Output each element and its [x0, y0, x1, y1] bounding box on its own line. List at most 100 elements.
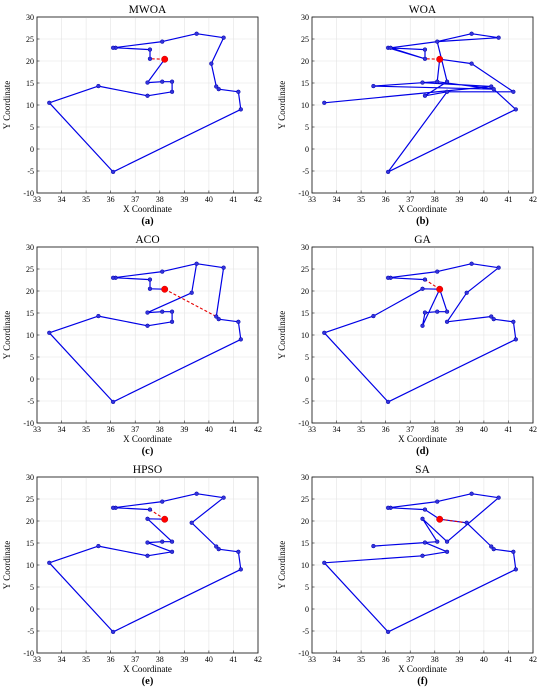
city-point	[469, 31, 474, 36]
x-tick-label: 40	[480, 195, 488, 204]
x-tick-label: 34	[333, 195, 341, 204]
start-point	[436, 515, 444, 523]
y-tick-label: 0	[305, 145, 309, 154]
panel-label: (c)	[142, 446, 154, 457]
x-tick-label: 42	[254, 655, 262, 664]
x-tick-label: 35	[82, 425, 90, 434]
chart-panel-sa: 33 34 35 36 37 38 39 40 41 42 -10 -5 0 5 10 15 20 25 30 SA X…	[275, 460, 550, 690]
city-point	[169, 539, 175, 544]
city-point	[422, 310, 428, 315]
x-tick-label: 34	[58, 425, 66, 434]
city-point	[511, 549, 516, 554]
city-point	[489, 84, 494, 89]
x-tick-label: 36	[107, 425, 115, 434]
chart-svg: 33 34 35 36 37 38 39 40 41 42 -10 -5 0 5 10 15 20 25 30 WOA…	[277, 4, 537, 227]
x-tick-label: 38	[156, 425, 164, 434]
y-tick-label: 15	[301, 79, 309, 88]
panel-label: (d)	[416, 446, 429, 457]
chart-panel-ga: 33 34 35 36 37 38 39 40 41 42 -10 -5 0 5 10 15 20 25 30 GA X…	[275, 230, 550, 460]
chart-svg: 33 34 35 36 37 38 39 40 41 42 -10 -5 0 5 10 15 20 25 30 GA X…	[277, 234, 537, 457]
city-point	[371, 543, 376, 549]
x-tick-label: 36	[382, 655, 390, 664]
city-point	[238, 107, 243, 112]
chart-title: MWOA	[129, 4, 167, 16]
y-tick-label: 5	[30, 123, 34, 132]
city-point	[435, 539, 440, 544]
y-axis-label: Y Coordinate	[2, 541, 12, 589]
x-tick-label: 40	[480, 425, 488, 434]
x-tick-label: 35	[357, 425, 365, 434]
city-point	[214, 544, 219, 549]
city-point	[147, 507, 153, 512]
city-point	[145, 80, 150, 85]
city-point	[435, 79, 440, 84]
city-point	[96, 543, 101, 549]
y-tick-label: 0	[305, 605, 309, 614]
city-point	[169, 549, 175, 554]
y-tick-label: 15	[26, 309, 34, 318]
y-axis-label: Y Coordinate	[277, 81, 287, 129]
city-point	[489, 544, 494, 549]
x-tick-label: 33	[308, 195, 316, 204]
city-point	[110, 45, 116, 50]
city-point	[444, 309, 450, 314]
city-point	[422, 56, 428, 61]
city-point	[420, 516, 425, 521]
city-point	[238, 567, 243, 572]
x-tick-label: 41	[504, 655, 512, 664]
city-point	[385, 169, 391, 175]
x-tick-label: 37	[406, 655, 414, 664]
y-tick-label: 30	[26, 473, 34, 482]
y-tick-label: -5	[302, 167, 309, 176]
city-point	[469, 491, 474, 496]
city-point	[464, 290, 469, 295]
city-point	[145, 516, 150, 521]
chart-panel-hpso: 33 34 35 36 37 38 39 40 41 42 -10 -5 0 5 10 15 20 25 30 HPS…	[0, 460, 275, 690]
y-tick-label: 5	[30, 353, 34, 362]
x-tick-label: 38	[156, 195, 164, 204]
city-point	[214, 314, 219, 319]
x-tick-label: 35	[357, 655, 365, 664]
y-tick-label: -10	[298, 649, 309, 658]
chart-svg: 33 34 35 36 37 38 39 40 41 42 -10 -5 0 5 10 15 20 25 30 ACO…	[2, 234, 262, 457]
chart-title: GA	[414, 234, 431, 246]
city-point	[422, 507, 428, 512]
x-tick-label: 33	[33, 425, 41, 434]
city-point	[513, 337, 518, 342]
y-tick-label: 30	[301, 243, 309, 252]
city-point	[145, 93, 150, 98]
city-point	[160, 79, 165, 84]
city-point	[221, 265, 226, 270]
city-point	[491, 547, 496, 552]
x-tick-label: 38	[431, 195, 439, 204]
city-point	[169, 79, 175, 84]
city-point	[435, 309, 440, 314]
y-tick-label: 5	[305, 123, 309, 132]
y-tick-label: 20	[26, 57, 34, 66]
city-point	[110, 505, 116, 510]
y-tick-label: -5	[27, 627, 34, 636]
chart-svg: 33 34 35 36 37 38 39 40 41 42 -10 -5 0 5 10 15 20 25 30 HPS…	[2, 464, 262, 687]
city-point	[489, 314, 494, 319]
x-tick-label: 33	[33, 195, 41, 204]
city-point	[160, 499, 165, 504]
y-tick-label: 5	[305, 353, 309, 362]
city-point	[420, 286, 425, 291]
city-point	[422, 277, 428, 282]
x-tick-label: 36	[107, 195, 115, 204]
city-point	[145, 310, 150, 315]
city-point	[147, 47, 153, 52]
city-point	[216, 87, 221, 92]
city-point	[469, 261, 474, 266]
y-tick-label: -5	[27, 397, 34, 406]
y-tick-label: -5	[27, 167, 34, 176]
y-tick-label: 30	[26, 243, 34, 252]
y-tick-label: 0	[30, 605, 34, 614]
city-point	[169, 309, 175, 314]
city-point	[464, 520, 469, 525]
x-tick-label: 33	[33, 655, 41, 664]
y-tick-label: 25	[26, 495, 34, 504]
city-point	[145, 323, 150, 328]
y-tick-label: -5	[302, 627, 309, 636]
